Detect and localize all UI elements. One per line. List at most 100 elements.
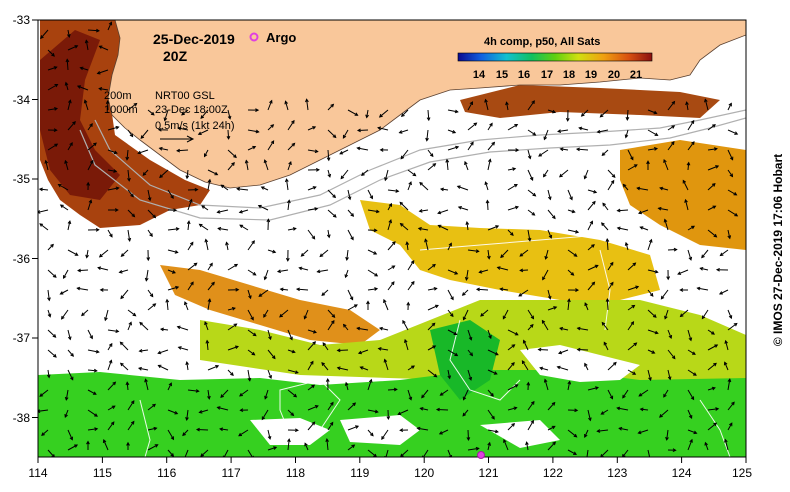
current-arrow-head — [624, 241, 629, 246]
current-arrow-head — [288, 161, 292, 165]
current-arrow — [627, 369, 636, 375]
current-arrow — [307, 329, 317, 333]
current-arrow-head — [548, 234, 553, 239]
current-arrow-head — [157, 127, 162, 132]
current-arrow-head — [462, 316, 467, 321]
x-tick: 122 — [543, 457, 563, 480]
current-arrow-head — [487, 158, 492, 163]
current-arrow — [584, 169, 589, 179]
current-arrow — [366, 109, 369, 118]
current-arrow — [507, 423, 515, 431]
current-arrow — [227, 369, 234, 376]
current-arrow — [417, 427, 429, 431]
current-arrow — [527, 324, 534, 331]
current-arrow-head — [450, 313, 454, 318]
current-arrow-head — [544, 255, 549, 260]
current-arrow-head — [711, 386, 716, 391]
current-arrow-head — [584, 362, 588, 367]
current-arrow — [200, 109, 209, 119]
current-arrow — [220, 428, 229, 431]
current-arrow-head — [652, 314, 657, 318]
current-arrow-head — [400, 113, 405, 118]
current-arrow — [227, 263, 238, 271]
current-arrow — [140, 129, 149, 139]
current-arrow-head — [53, 66, 58, 70]
current-arrow — [167, 429, 174, 440]
current-arrow-head — [114, 208, 119, 212]
current-arrow — [342, 129, 349, 139]
current-arrow-head — [527, 155, 532, 160]
land-western-australia — [107, 20, 746, 189]
current-arrow — [581, 109, 589, 117]
current-arrow-head — [270, 124, 275, 128]
current-arrow-head — [412, 172, 417, 177]
current-arrow — [347, 304, 358, 311]
current-arrow-head — [654, 269, 659, 274]
current-arrow — [427, 369, 437, 378]
current-arrow-head — [612, 361, 617, 366]
current-arrow-head — [539, 366, 544, 371]
current-arrow-head — [654, 132, 659, 136]
x-axis: 114 115 116 117 118 119 120 121 122 123 … — [28, 457, 752, 480]
current-arrow — [127, 103, 137, 111]
current-arrow-head — [125, 156, 130, 161]
current-arrow — [87, 200, 92, 211]
current-arrow — [99, 88, 109, 91]
sst-warm-current-core — [40, 30, 120, 200]
current-arrow — [40, 29, 49, 39]
arrow-scale-icon — [160, 135, 195, 143]
current-arrow-head — [594, 264, 599, 269]
current-arrow — [487, 429, 498, 433]
current-arrow — [67, 369, 74, 380]
current-arrow — [547, 189, 551, 200]
current-arrow-head — [519, 268, 524, 273]
current-arrow-head — [408, 396, 413, 401]
current-arrow — [264, 159, 269, 171]
current-arrow — [547, 425, 556, 431]
current-arrow-head — [342, 134, 347, 139]
current-arrow-head — [691, 225, 695, 230]
x-tick: 119 — [350, 457, 370, 480]
current-arrow-head — [336, 348, 341, 353]
current-arrow — [667, 101, 675, 111]
current-arrow-head — [527, 237, 532, 242]
current-arrow — [687, 409, 693, 419]
current-arrow-head — [261, 416, 266, 421]
current-arrow-head — [410, 259, 415, 264]
current-arrow — [384, 169, 389, 181]
current-arrow — [543, 129, 549, 140]
current-arrow-head — [529, 323, 534, 328]
sst-green-south — [38, 370, 746, 457]
current-arrow — [724, 362, 729, 371]
current-arrow-head — [673, 247, 678, 252]
current-arrow-head — [419, 407, 424, 411]
current-arrow — [357, 147, 369, 151]
current-arrow-head — [457, 206, 462, 210]
current-arrow — [223, 449, 229, 457]
current-arrow-head — [154, 444, 159, 448]
current-arrow — [719, 289, 729, 295]
current-arrow — [87, 123, 93, 131]
current-arrow — [666, 429, 669, 440]
current-arrow — [84, 100, 89, 111]
current-arrow — [87, 142, 97, 151]
current-arrow — [60, 289, 69, 295]
current-arrow-head — [368, 378, 373, 383]
argo-float-marker[interactable] — [477, 451, 485, 459]
current-arrow — [607, 362, 617, 371]
current-arrow-head — [551, 425, 556, 430]
current-arrow — [47, 349, 57, 358]
current-arrow-head — [512, 167, 517, 171]
current-arrow-head — [526, 381, 531, 386]
current-arrow-head — [547, 295, 552, 300]
current-arrow — [707, 124, 716, 131]
current-arrow-head — [672, 448, 677, 453]
current-arrow-head — [473, 122, 478, 126]
current-arrow — [607, 169, 616, 178]
current-arrow-head — [514, 123, 519, 128]
sst-shelf-warm — [460, 85, 720, 118]
current-arrow — [547, 441, 556, 451]
current-arrow — [279, 309, 289, 318]
current-arrow-head — [332, 214, 337, 218]
current-arrow — [447, 309, 454, 317]
